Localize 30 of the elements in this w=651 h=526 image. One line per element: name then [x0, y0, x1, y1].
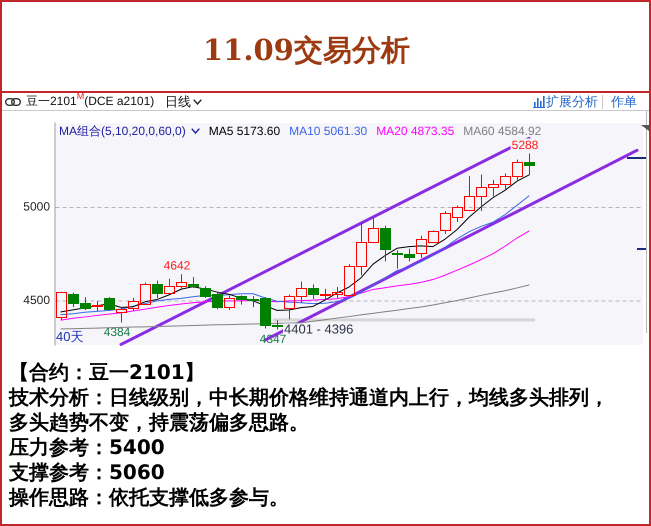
- candlestick: [92, 300, 103, 312]
- text: 支撑参考：5060: [9, 460, 166, 485]
- text: MA5 5173.60: [208, 124, 280, 138]
- candlestick: [524, 152, 535, 176]
- chart-title: 11.09交易分析: [203, 33, 410, 67]
- text: 压力参考：5400: [9, 435, 166, 460]
- annotation: 5288: [512, 138, 539, 152]
- annotation: 4384: [104, 324, 131, 339]
- annotation: 4347: [260, 332, 287, 346]
- annotation: 40天: [56, 328, 84, 344]
- candlestick: [104, 296, 115, 312]
- chart-subtitle: 豆一2101$^{M}$(DCE a2101): [26, 91, 154, 110]
- text: MA10 5061.30: [289, 124, 368, 138]
- annotation: 4642: [164, 258, 191, 273]
- text: 技术分析：日线级别，中长期价格维持通道内上行，均线多头排列，多头趋势不变，持震荡偏多思路。: [9, 385, 610, 435]
- legend-title: MA组合(5,10,20,0,60,0): [59, 124, 186, 138]
- candlestick: [308, 284, 319, 300]
- candlestick: [188, 276, 199, 288]
- y-tick-label: 5000: [23, 200, 50, 214]
- candlestick: [152, 280, 163, 299]
- text: 操作思路：依托支撑低多参与。: [9, 485, 290, 510]
- text: 作单: [611, 94, 637, 110]
- candlestick: [380, 225, 391, 262]
- text: 【合约：豆一2101】: [9, 360, 206, 385]
- candlestick: [116, 306, 127, 324]
- text: MA60 4584.92: [463, 124, 542, 138]
- text: 日线: [165, 92, 192, 110]
- text: 扩展分析: [546, 94, 598, 110]
- y-tick-label: 4500: [23, 293, 50, 308]
- text: MA20 4873.35: [376, 124, 454, 138]
